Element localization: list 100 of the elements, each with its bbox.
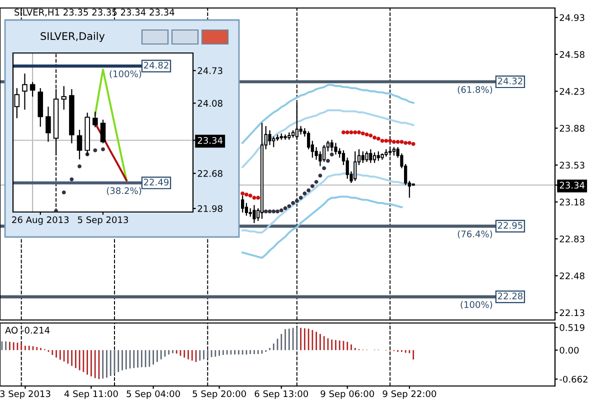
y-tick-label: 22.48 [560, 272, 584, 280]
y-tick-label: 23.34 [198, 137, 223, 144]
y-tick-label: 24.23 [560, 88, 584, 95]
x-tick-label: 4 Sep 11:00 [64, 390, 118, 399]
annotation: (100%) [460, 300, 492, 310]
candlestick [244, 202, 248, 216]
candlestick [284, 134, 287, 140]
point [404, 140, 408, 145]
candlestick [100, 119, 106, 144]
candlestick [46, 106, 51, 142]
candlestick [372, 152, 376, 164]
y-tick-label: 0.00 [560, 346, 579, 354]
point [380, 138, 384, 143]
annotation: (61.8%) [458, 86, 492, 94]
candlestick [365, 150, 368, 162]
candlestick [354, 150, 357, 182]
point [400, 140, 404, 144]
point [93, 148, 98, 152]
y-tick-label: 23.53 [560, 162, 584, 169]
y-tick-label: 0.519 [560, 324, 584, 331]
candlestick [268, 130, 272, 146]
point [248, 194, 252, 198]
point [101, 147, 105, 152]
point [256, 196, 260, 200]
point [240, 192, 245, 196]
x-tick-label: 9 Sep 06:00 [320, 390, 374, 399]
point [357, 130, 361, 134]
chart-title: SILVER,Daily [40, 32, 105, 42]
point [264, 209, 268, 214]
point [252, 196, 256, 200]
point [353, 130, 358, 134]
y-tick-label: 23.18 [560, 198, 584, 206]
x-tick-label: 5 Sep 20:00 [192, 390, 246, 399]
candlestick [306, 130, 310, 150]
point [330, 152, 334, 156]
point [291, 201, 295, 205]
chart-title: SILVER,H1 23.35 23.35 23.34 23.34 [14, 8, 174, 17]
candlestick [322, 144, 326, 162]
point [302, 192, 307, 196]
y-tick-label: 22.68 [198, 170, 222, 177]
y-tick-label: 23.88 [560, 124, 584, 132]
ref-line-label: 22.28 [498, 292, 523, 300]
point [268, 209, 272, 214]
point [318, 174, 322, 178]
point [342, 130, 346, 134]
annotation: (100%) [110, 70, 142, 78]
point [298, 196, 303, 200]
candlestick [241, 195, 244, 214]
point [287, 204, 292, 208]
y-tick-label: 24.58 [560, 51, 584, 58]
point [70, 177, 74, 182]
x-tick-label: 6 Sep 13:00 [254, 390, 308, 399]
point [345, 130, 350, 134]
point [368, 134, 373, 138]
y-tick-label: 24.93 [560, 14, 584, 22]
x-tick-label: 9 Sep 22:00 [382, 390, 436, 399]
line-series [242, 84, 414, 144]
candlestick [30, 82, 36, 98]
point [54, 209, 58, 212]
candlestick [92, 111, 98, 128]
y-tick-label: 24.73 [198, 67, 222, 74]
annotation: (76.4%) [458, 230, 492, 238]
candlestick [361, 150, 364, 164]
candlestick [376, 150, 380, 162]
point [272, 209, 276, 214]
point [322, 166, 326, 170]
point [326, 158, 330, 163]
y-tick-label: 24.08 [198, 100, 222, 107]
candlestick [252, 204, 256, 224]
point [349, 130, 354, 134]
point [244, 192, 248, 197]
point [364, 132, 369, 136]
x-tick-label: 3 Sep 2013 [0, 390, 50, 399]
point [276, 209, 280, 214]
point [78, 164, 82, 168]
candlestick [272, 136, 276, 148]
point [306, 188, 311, 192]
candlestick [330, 139, 334, 152]
chart-title: AO -0.214 [5, 326, 50, 334]
annotation: (38.2%) [106, 187, 142, 196]
y-tick-label: 21.98 [198, 205, 222, 212]
point [411, 142, 416, 146]
point [376, 136, 380, 141]
point [314, 180, 318, 184]
ref-line-label: 24.32 [498, 78, 522, 84]
candlestick [318, 150, 322, 167]
x-tick-label: 26 Aug 2013 [12, 216, 69, 225]
y-tick-label: 22.83 [560, 236, 584, 242]
y-tick-label: 22.13 [560, 309, 584, 316]
point [392, 140, 396, 144]
candlestick [76, 129, 82, 160]
candlestick [61, 86, 67, 110]
line-series [242, 109, 414, 168]
point [407, 140, 412, 145]
point [62, 190, 66, 194]
point [396, 140, 400, 144]
point [279, 208, 284, 212]
point [360, 131, 365, 136]
candlestick [346, 157, 349, 180]
x-tick-label: 5 Sep 04:00 [126, 390, 180, 399]
